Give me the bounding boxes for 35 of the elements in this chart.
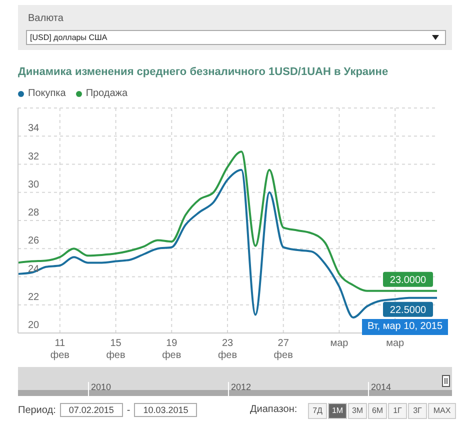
navigator-panel: 2010 2012 2014 (18, 367, 452, 396)
y-tick-label: 32 (28, 151, 40, 162)
text: Период: (18, 404, 56, 416)
range-button: 1Г (388, 403, 407, 419)
data-label: 23.0000 (390, 274, 427, 286)
range-button: 3М (348, 403, 367, 419)
x-tick-label: 11 фев (50, 338, 70, 361)
y-tick-label: 28 (28, 208, 40, 218)
x-tick-label: 27 фев (274, 338, 293, 361)
x-tick-label: 19 фев (162, 338, 182, 361)
chart-title: Динамика изменения среднего безналичного 1USD/1UAH в Украине (18, 66, 388, 78)
range-button: MAX (428, 403, 456, 419)
y-tick-label: 34 (28, 123, 40, 134)
currency-select: [USD] доллары США (26, 30, 446, 45)
legend-label: Покупка (27, 88, 66, 99)
start-date-field: 07.02.2015 (60, 403, 123, 417)
y-tick-label: 30 (28, 179, 40, 190)
end-date-field: 10.03.2015 (134, 403, 198, 417)
y-tick-label: 20 (28, 320, 40, 331)
text: - (126, 404, 130, 416)
currency-panel: Валюта [USD] доллары США (18, 5, 452, 50)
date-tooltip: Вт, мар 10, 2015 (362, 319, 448, 335)
x-tick-label: 23 фев (218, 338, 238, 361)
range-button: 7Д (308, 403, 327, 419)
data-label: 22.5000 (390, 304, 427, 316)
y-tick-label: 26 (28, 236, 40, 247)
x-tick-label: 15 фев (106, 338, 126, 361)
x-tick-label: мар (386, 338, 405, 349)
legend-label: Продажа (84, 88, 128, 99)
x-tick-label: мар (330, 338, 349, 349)
text: Диапазон: (250, 404, 298, 415)
y-tick-label: 22 (28, 292, 40, 303)
range-button: 6М (368, 403, 387, 419)
range-button: 1М (328, 403, 347, 419)
range-button: 3Г (408, 403, 427, 419)
